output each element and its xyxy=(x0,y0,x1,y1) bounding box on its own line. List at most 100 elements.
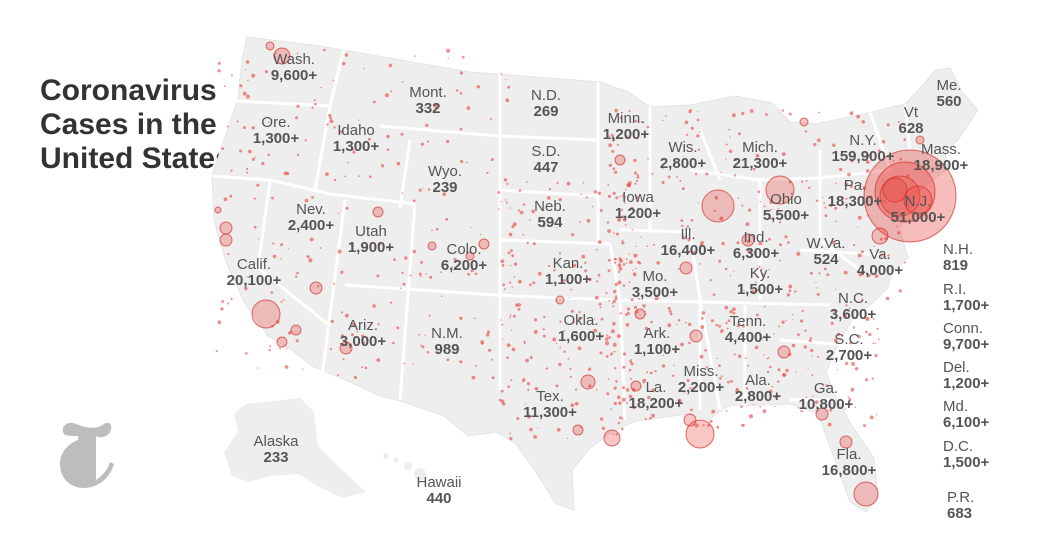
case-dot xyxy=(548,188,552,191)
case-dot xyxy=(287,248,289,250)
case-dot xyxy=(773,333,775,335)
case-dot xyxy=(267,153,271,157)
case-dot xyxy=(778,221,782,224)
case-dot xyxy=(511,286,514,288)
case-dot xyxy=(607,184,610,186)
case-dot xyxy=(654,370,657,373)
case-dot xyxy=(479,233,482,236)
case-dot xyxy=(881,191,883,193)
case-dot xyxy=(699,263,702,265)
case-dot xyxy=(769,200,774,205)
case-dot xyxy=(314,102,317,106)
case-dot xyxy=(792,319,794,321)
case-bubbles xyxy=(214,41,957,507)
case-dot xyxy=(861,120,865,124)
case-dot xyxy=(894,196,896,199)
case-dot xyxy=(531,209,535,214)
case-dot xyxy=(818,272,821,275)
case-dot xyxy=(377,323,380,326)
case-dot xyxy=(617,217,622,222)
case-dot xyxy=(268,348,271,352)
case-dot xyxy=(611,149,615,153)
case-dot xyxy=(344,175,346,178)
case-dot xyxy=(506,356,509,360)
case-dot xyxy=(777,207,780,210)
case-dot xyxy=(636,175,640,179)
state-label-nev: Nev. 2,400+ xyxy=(288,201,335,234)
case-dot xyxy=(835,182,837,185)
case-dot xyxy=(725,158,727,160)
case-dot xyxy=(788,284,793,289)
case-dot xyxy=(862,185,867,190)
hawaii xyxy=(383,453,426,480)
case-dot xyxy=(807,368,809,370)
case-dot xyxy=(517,279,522,284)
case-dot xyxy=(873,245,875,248)
case-dot xyxy=(223,197,228,202)
case-dot xyxy=(720,375,723,378)
case-dot xyxy=(491,376,495,380)
case-dot xyxy=(578,311,581,314)
case-dot xyxy=(823,267,827,271)
case-dot xyxy=(500,319,502,321)
case-dot xyxy=(599,306,602,309)
case-dot xyxy=(630,362,634,366)
case-dot xyxy=(809,336,813,340)
state-label-wyo: Wyo. 239 xyxy=(428,163,462,196)
case-dot xyxy=(684,392,686,394)
case-bubble xyxy=(555,295,565,305)
case-dot xyxy=(852,326,855,329)
case-dot xyxy=(566,181,571,186)
case-dot xyxy=(876,327,879,330)
case-dot xyxy=(509,437,513,441)
case-bubble xyxy=(874,161,936,223)
state-label-ky: Ky. 1,500+ xyxy=(737,265,784,298)
case-dot xyxy=(622,263,626,266)
case-bubble xyxy=(863,149,957,243)
case-dot xyxy=(741,204,744,207)
case-dot xyxy=(505,98,510,103)
case-dot xyxy=(420,261,423,264)
state-label-mont: Mont. 332 xyxy=(409,84,447,117)
case-dot xyxy=(901,180,904,182)
case-dot xyxy=(607,229,611,233)
case-dot xyxy=(617,395,621,400)
case-dot xyxy=(508,232,513,237)
case-dot xyxy=(369,175,372,178)
case-dot xyxy=(353,375,357,380)
case-dot xyxy=(817,355,819,358)
case-dot xyxy=(633,136,635,138)
case-dot xyxy=(509,432,511,435)
case-dot xyxy=(686,378,690,383)
case-dot xyxy=(621,215,625,218)
case-dot xyxy=(654,297,658,301)
case-dot xyxy=(637,137,639,140)
case-dot xyxy=(296,104,300,108)
case-dot xyxy=(597,191,601,195)
case-dot xyxy=(689,387,692,390)
case-dot xyxy=(736,241,740,245)
case-dot xyxy=(476,85,480,89)
case-dot xyxy=(753,168,756,171)
case-bubble xyxy=(683,413,697,427)
case-dot xyxy=(401,81,404,83)
case-dot xyxy=(788,198,790,200)
case-dot xyxy=(523,340,526,343)
case-dot xyxy=(849,341,852,345)
case-dot xyxy=(624,224,627,226)
case-dot xyxy=(426,351,430,354)
case-dot xyxy=(271,196,274,200)
case-dot xyxy=(817,138,821,142)
case-dot xyxy=(345,206,349,210)
case-dot xyxy=(563,329,566,332)
case-dot xyxy=(445,217,449,221)
case-dot xyxy=(612,167,616,171)
side-state-list: N.H. 819 R.I. 1,700+ Conn. 9,700+ Del. 1,200… xyxy=(943,241,990,522)
case-dot xyxy=(830,321,834,325)
case-dot xyxy=(341,61,346,66)
case-dot xyxy=(791,313,794,316)
case-dot xyxy=(614,282,619,287)
case-dot xyxy=(680,219,684,223)
case-dot xyxy=(246,171,249,174)
case-dot xyxy=(768,268,770,271)
